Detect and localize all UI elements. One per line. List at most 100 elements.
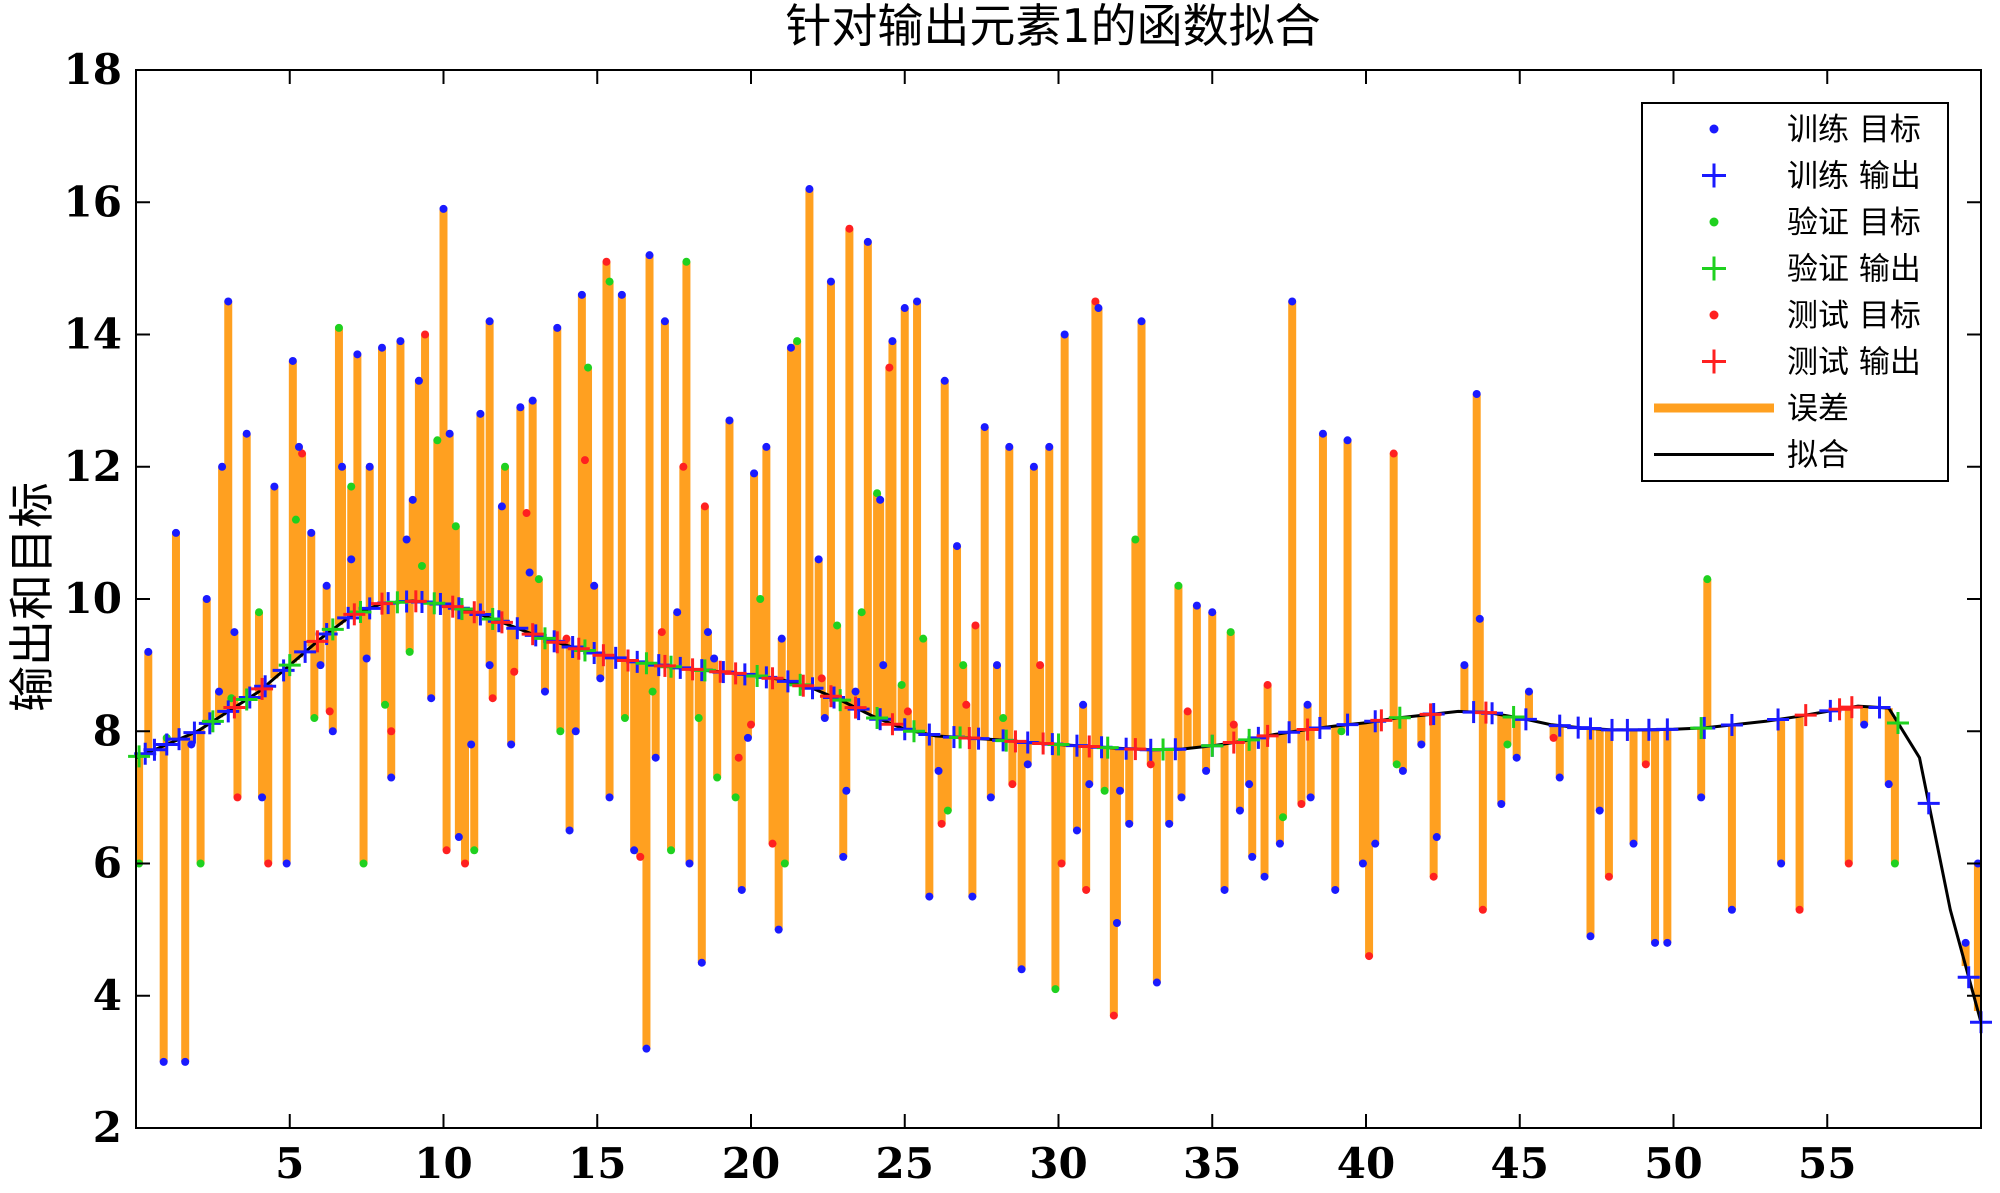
training-target-point	[940, 376, 949, 385]
test-target-point	[817, 674, 826, 683]
x-tick-label: 20	[722, 1139, 780, 1188]
validation-target-point	[873, 489, 882, 498]
test-target-point	[1146, 760, 1155, 769]
validation-output-point	[866, 706, 889, 729]
training-target-point	[1079, 700, 1088, 709]
training-target-point	[445, 429, 454, 438]
test-output-point	[819, 685, 842, 708]
training-target-point	[953, 542, 962, 551]
training-target-point	[282, 859, 291, 868]
validation-output-point	[1886, 711, 1909, 734]
test-target-point	[903, 707, 912, 716]
validation-target-point	[999, 714, 1008, 723]
training-target-point	[427, 694, 436, 703]
validation-output-point	[1152, 738, 1175, 761]
training-target-point	[1318, 429, 1327, 438]
training-target-point	[1248, 852, 1257, 861]
test-target-point	[1183, 707, 1192, 716]
training-target-point	[774, 925, 783, 934]
training-target-point	[454, 833, 463, 842]
validation-target-point	[556, 727, 565, 736]
legend-item-test_output: 测试 输出	[1702, 345, 1921, 381]
training-target-point	[673, 608, 682, 617]
training-target-point	[571, 727, 580, 736]
validation-output-point	[128, 745, 151, 768]
training-target-point	[1045, 442, 1054, 451]
validation-output-point	[1238, 728, 1261, 751]
training-target-point	[1023, 760, 1032, 769]
training-target-point	[1512, 753, 1521, 762]
validation-target-point	[1051, 985, 1060, 994]
validation-output-point	[1096, 736, 1119, 759]
validation-target-point	[433, 436, 442, 445]
training-target-point	[507, 740, 516, 749]
validation-target-point	[291, 515, 300, 524]
training-target-point	[1651, 938, 1660, 947]
training-target-point	[1306, 793, 1315, 802]
test-output-point	[681, 658, 704, 681]
test-target-point	[264, 859, 273, 868]
validation-target-point	[605, 277, 614, 286]
test-output-point	[441, 595, 464, 618]
test-output-point	[724, 662, 747, 685]
test-output-point	[223, 696, 246, 719]
test-target-point	[747, 720, 755, 729]
validation-target-point	[1100, 786, 1109, 795]
training-output-point	[847, 698, 870, 721]
validation-target-point	[1890, 859, 1899, 868]
validation-output-point	[1502, 705, 1525, 728]
y-tick-label: 10	[64, 574, 122, 623]
training-target-point	[879, 661, 888, 670]
legend-item-val_target: 验证 目标	[1709, 205, 1921, 241]
training-target-point	[839, 852, 848, 861]
training-target-point	[1331, 885, 1340, 894]
training-target-point	[590, 581, 599, 590]
training-target-point	[1112, 919, 1121, 928]
training-target-point	[777, 634, 786, 643]
validation-target-point	[620, 714, 629, 723]
training-target-point	[218, 462, 227, 471]
training-target-point	[805, 185, 814, 194]
validation-target-point	[470, 846, 479, 855]
training-target-point	[1192, 601, 1201, 610]
training-target-point	[322, 581, 331, 590]
training-target-point	[365, 462, 374, 471]
validation-target-point	[1131, 535, 1140, 544]
training-output-point	[1819, 699, 1842, 722]
legend-label: 误差	[1787, 391, 1849, 427]
training-target-point	[258, 793, 267, 802]
test-output-point	[1124, 738, 1147, 761]
training-output-point	[238, 686, 261, 709]
test-output-point	[343, 603, 366, 626]
training-target-point	[1398, 766, 1407, 775]
training-target-point	[596, 674, 605, 683]
x-tick-label: 40	[1337, 1139, 1395, 1188]
y-tick-label: 12	[64, 442, 122, 491]
validation-output-point	[902, 720, 925, 743]
validation-target-point	[451, 522, 460, 531]
validation-target-point	[347, 482, 356, 491]
validation-target-point	[534, 575, 543, 584]
test-target-point	[1082, 885, 1091, 894]
training-target-point	[1137, 317, 1146, 326]
training-target-point	[1343, 436, 1352, 445]
training-target-point	[1220, 885, 1229, 894]
training-target-point	[497, 502, 506, 511]
test-target-point	[1057, 859, 1066, 868]
training-target-point	[224, 297, 233, 306]
test-output-point	[404, 590, 427, 613]
training-target-point	[307, 528, 316, 537]
test-target-point	[1478, 905, 1487, 914]
training-target-point	[171, 528, 180, 537]
validation-output-point	[1201, 734, 1224, 757]
test-output-point	[463, 601, 486, 624]
test-target-point	[845, 224, 854, 233]
training-output-point	[1957, 966, 1980, 989]
training-target-point	[1358, 859, 1367, 868]
test-target-point	[1604, 872, 1613, 881]
training-target-point	[1497, 799, 1506, 808]
training-target-point	[863, 237, 872, 246]
test-target-point	[1229, 720, 1238, 729]
test-output-point	[567, 637, 590, 660]
training-target-point	[888, 337, 897, 346]
